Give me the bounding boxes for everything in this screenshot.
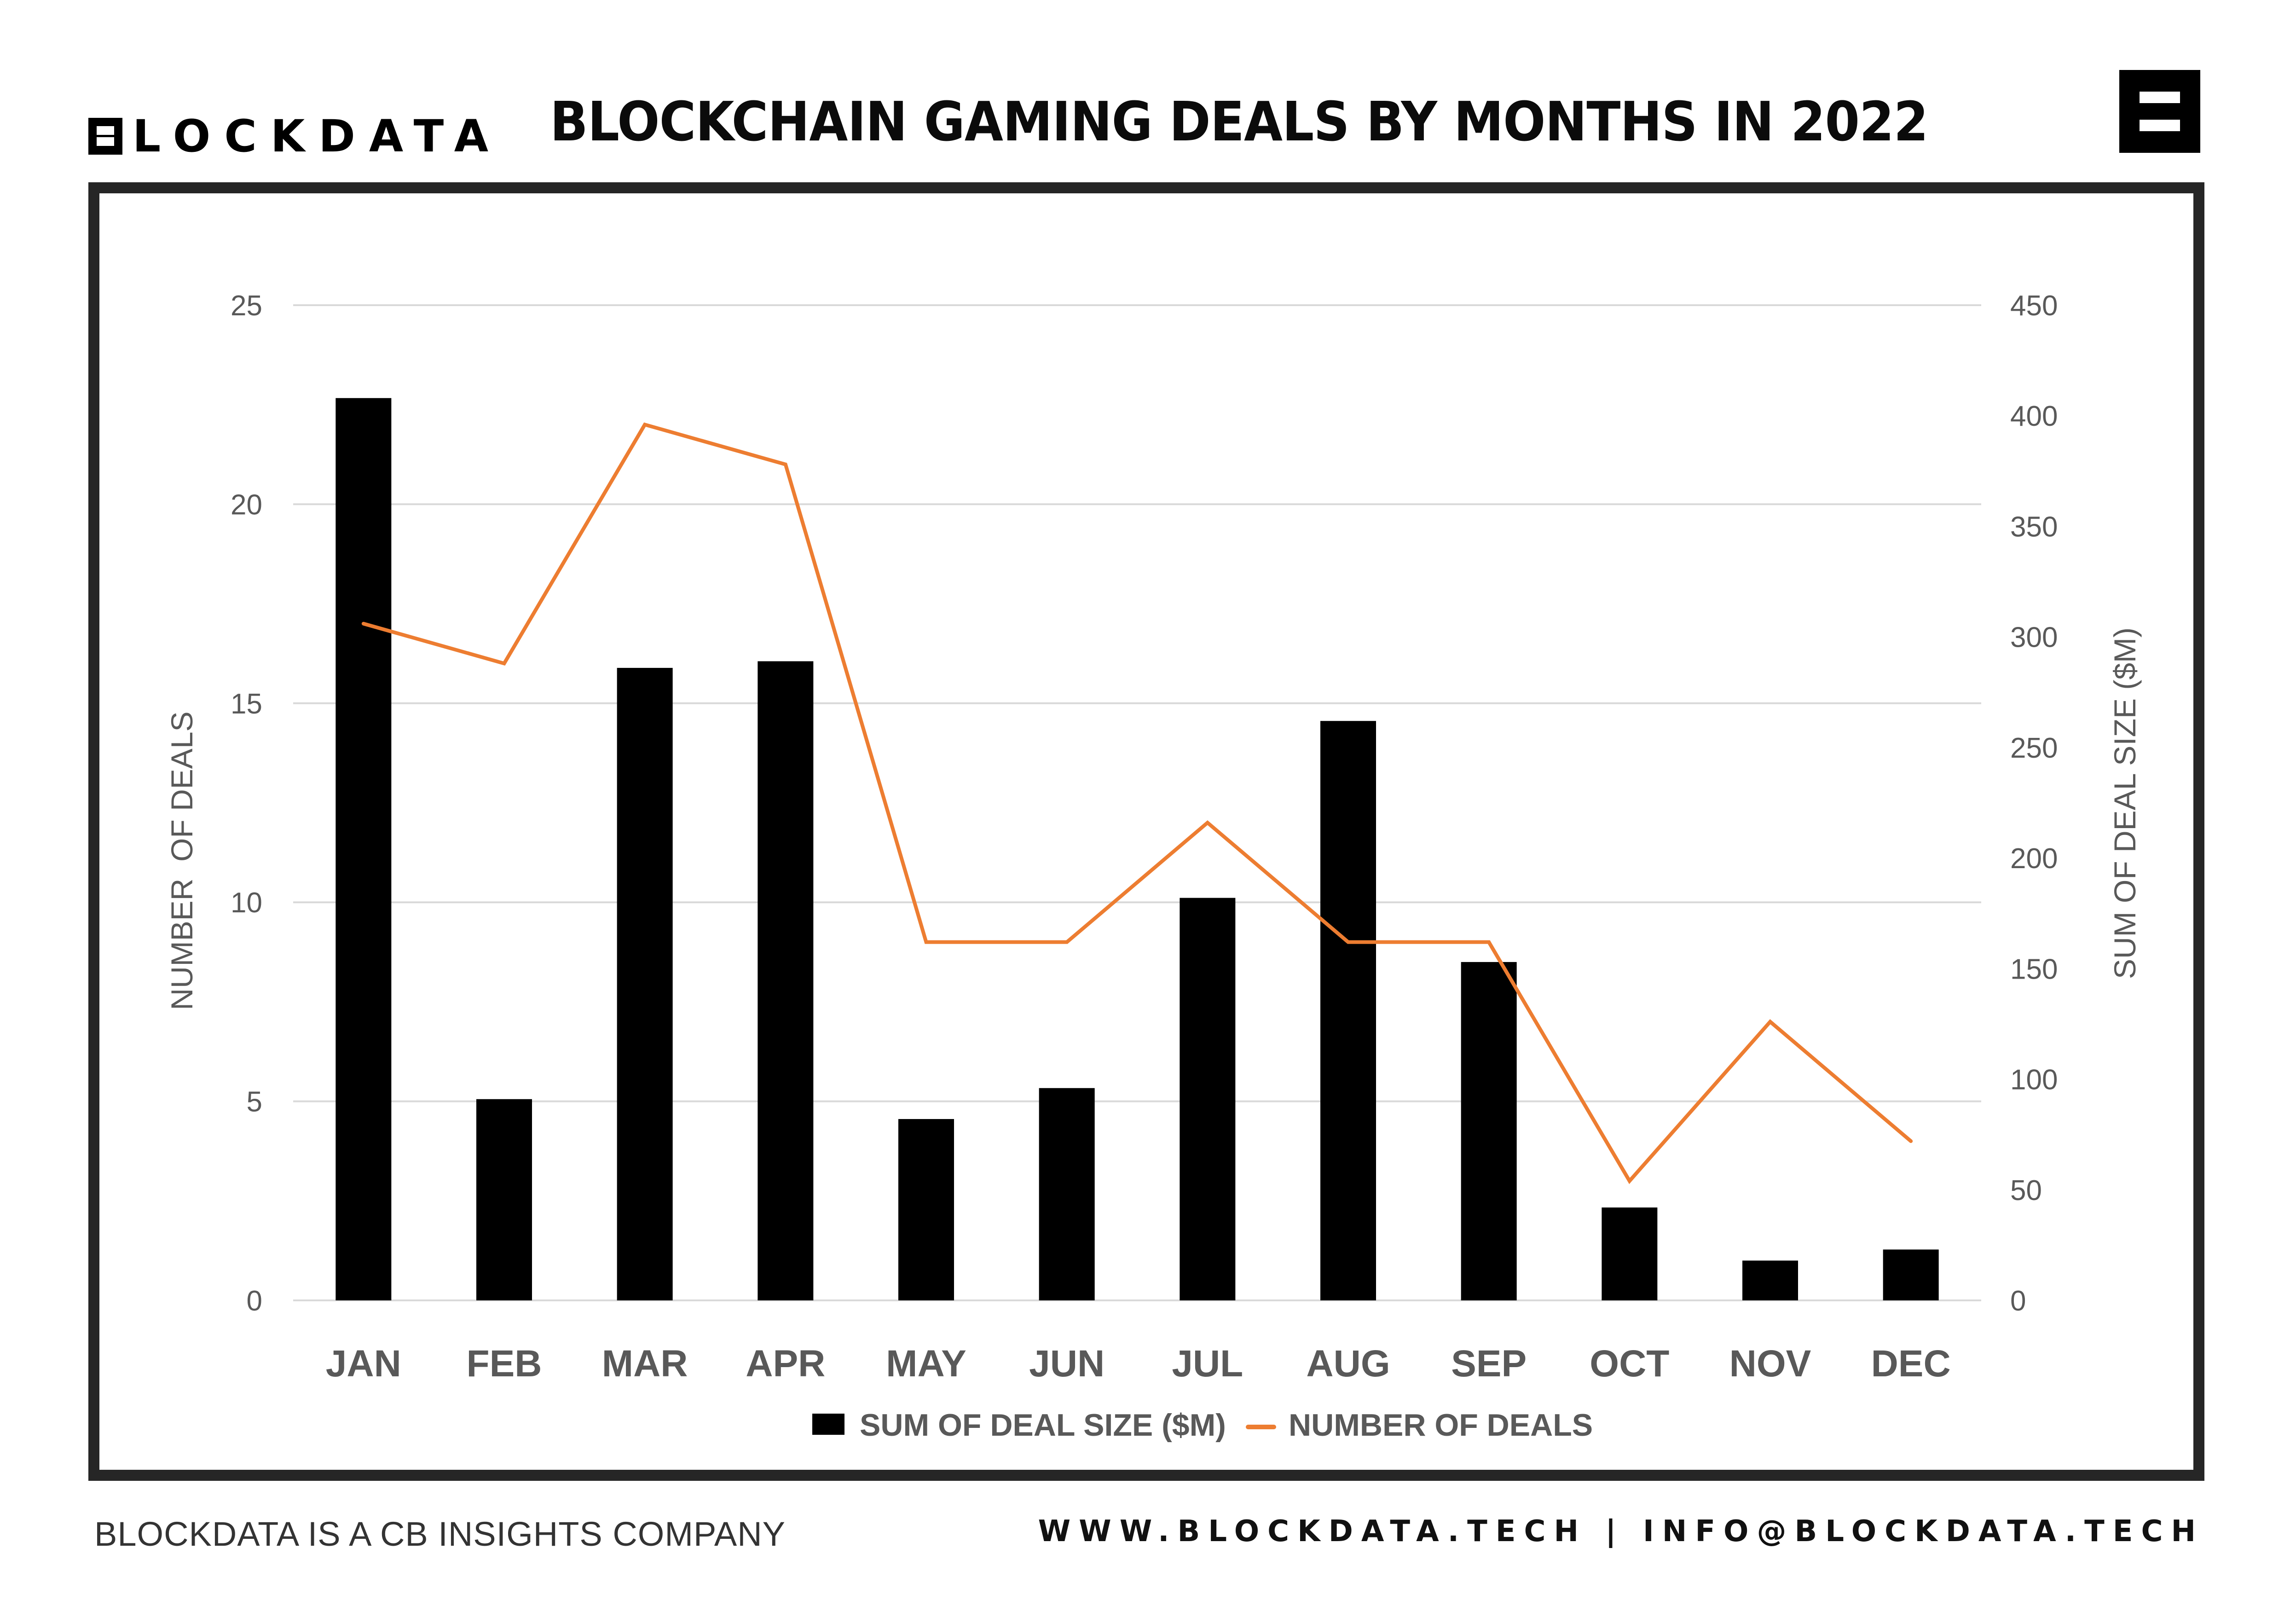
x-label-mar: MAR [602, 1343, 688, 1385]
legend: SUM OF DEAL SIZE ($M) NUMBER OF DEALS [812, 1408, 1593, 1443]
x-label-sep: SEP [1451, 1343, 1527, 1385]
x-label-jul: JUL [1172, 1343, 1243, 1385]
bar-oct [1602, 1207, 1658, 1300]
footer-company-note: BLOCKDATA IS A CB INSIGHTS COMPANY [94, 1515, 786, 1553]
x-axis-labels: JAN FEB MAR APR MAY JUN JUL AUG SEP OCT NOV DEC [326, 1343, 1951, 1385]
footer-contact: WWW.BLOCKDATA.TECH | INFO@BLOCKDATA.TECH [1038, 1514, 2204, 1548]
right-tick-label: 50 [2010, 1175, 2042, 1206]
blockdata-logo: LOCKDATA [88, 114, 502, 158]
gridlines [293, 304, 1981, 1301]
blockdata-logo-icon [88, 118, 122, 155]
x-label-aug: AUG [1306, 1343, 1390, 1385]
legend-line-label: NUMBER OF DEALS [1289, 1408, 1593, 1443]
bar-jun [1039, 1088, 1095, 1300]
x-label-may: MAY [886, 1343, 966, 1385]
bar-may [898, 1119, 954, 1300]
left-axis-title: NUMBER OF DEALS [165, 711, 199, 1010]
blockdata-corner-logo-icon [2119, 70, 2200, 153]
left-tick-label: 25 [231, 290, 262, 322]
bar-mar [617, 667, 673, 1300]
bar-sep [1461, 962, 1517, 1300]
left-tick-label: 5 [247, 1086, 262, 1118]
bar-apr [758, 661, 814, 1300]
left-tick-label: 0 [247, 1285, 262, 1317]
right-tick-label: 350 [2010, 511, 2058, 543]
x-label-feb: FEB [467, 1343, 542, 1385]
left-axis-ticks: 0 5 10 15 20 25 [231, 290, 262, 1317]
right-tick-label: 250 [2010, 732, 2058, 764]
brand-name: LOCKDATA [133, 110, 503, 162]
legend-bar-label: SUM OF DEAL SIZE ($M) [860, 1408, 1226, 1443]
left-tick-label: 20 [231, 489, 262, 521]
bar-dec [1883, 1249, 1939, 1300]
left-tick-label: 15 [231, 688, 262, 720]
right-axis-title: SUM OF DEAL SIZE ($M) [2108, 627, 2142, 979]
right-axis-ticks: 0 50 100 150 200 250 300 350 400 450 [2010, 290, 2058, 1317]
x-label-dec: DEC [1871, 1343, 1951, 1385]
line-series [361, 422, 1913, 1184]
right-tick-label: 300 [2010, 622, 2058, 654]
bar-jan [335, 398, 392, 1301]
right-tick-label: 200 [2010, 843, 2058, 875]
bar-feb [476, 1099, 532, 1300]
right-tick-label: 0 [2010, 1285, 2026, 1317]
x-label-oct: OCT [1590, 1343, 1669, 1385]
chart-frame [88, 182, 2204, 1481]
bar-aug [1320, 721, 1376, 1300]
right-tick-label: 450 [2010, 290, 2058, 322]
chart-title: BLOCKCHAIN GAMING DEALS BY MONTHS IN 202… [550, 90, 1928, 153]
right-tick-label: 100 [2010, 1064, 2058, 1096]
left-tick-label: 10 [231, 887, 262, 919]
legend-bar-swatch [812, 1414, 844, 1435]
bar-series [335, 398, 1939, 1301]
right-tick-label: 400 [2010, 400, 2058, 432]
bar-nov [1742, 1260, 1798, 1300]
x-label-jun: JUN [1029, 1343, 1105, 1385]
right-tick-label: 150 [2010, 953, 2058, 985]
x-label-jan: JAN [326, 1343, 401, 1385]
number-of-deals-line [361, 422, 1913, 1184]
x-label-nov: NOV [1729, 1343, 1811, 1385]
bar-jul [1180, 898, 1236, 1300]
x-label-apr: APR [746, 1343, 825, 1385]
